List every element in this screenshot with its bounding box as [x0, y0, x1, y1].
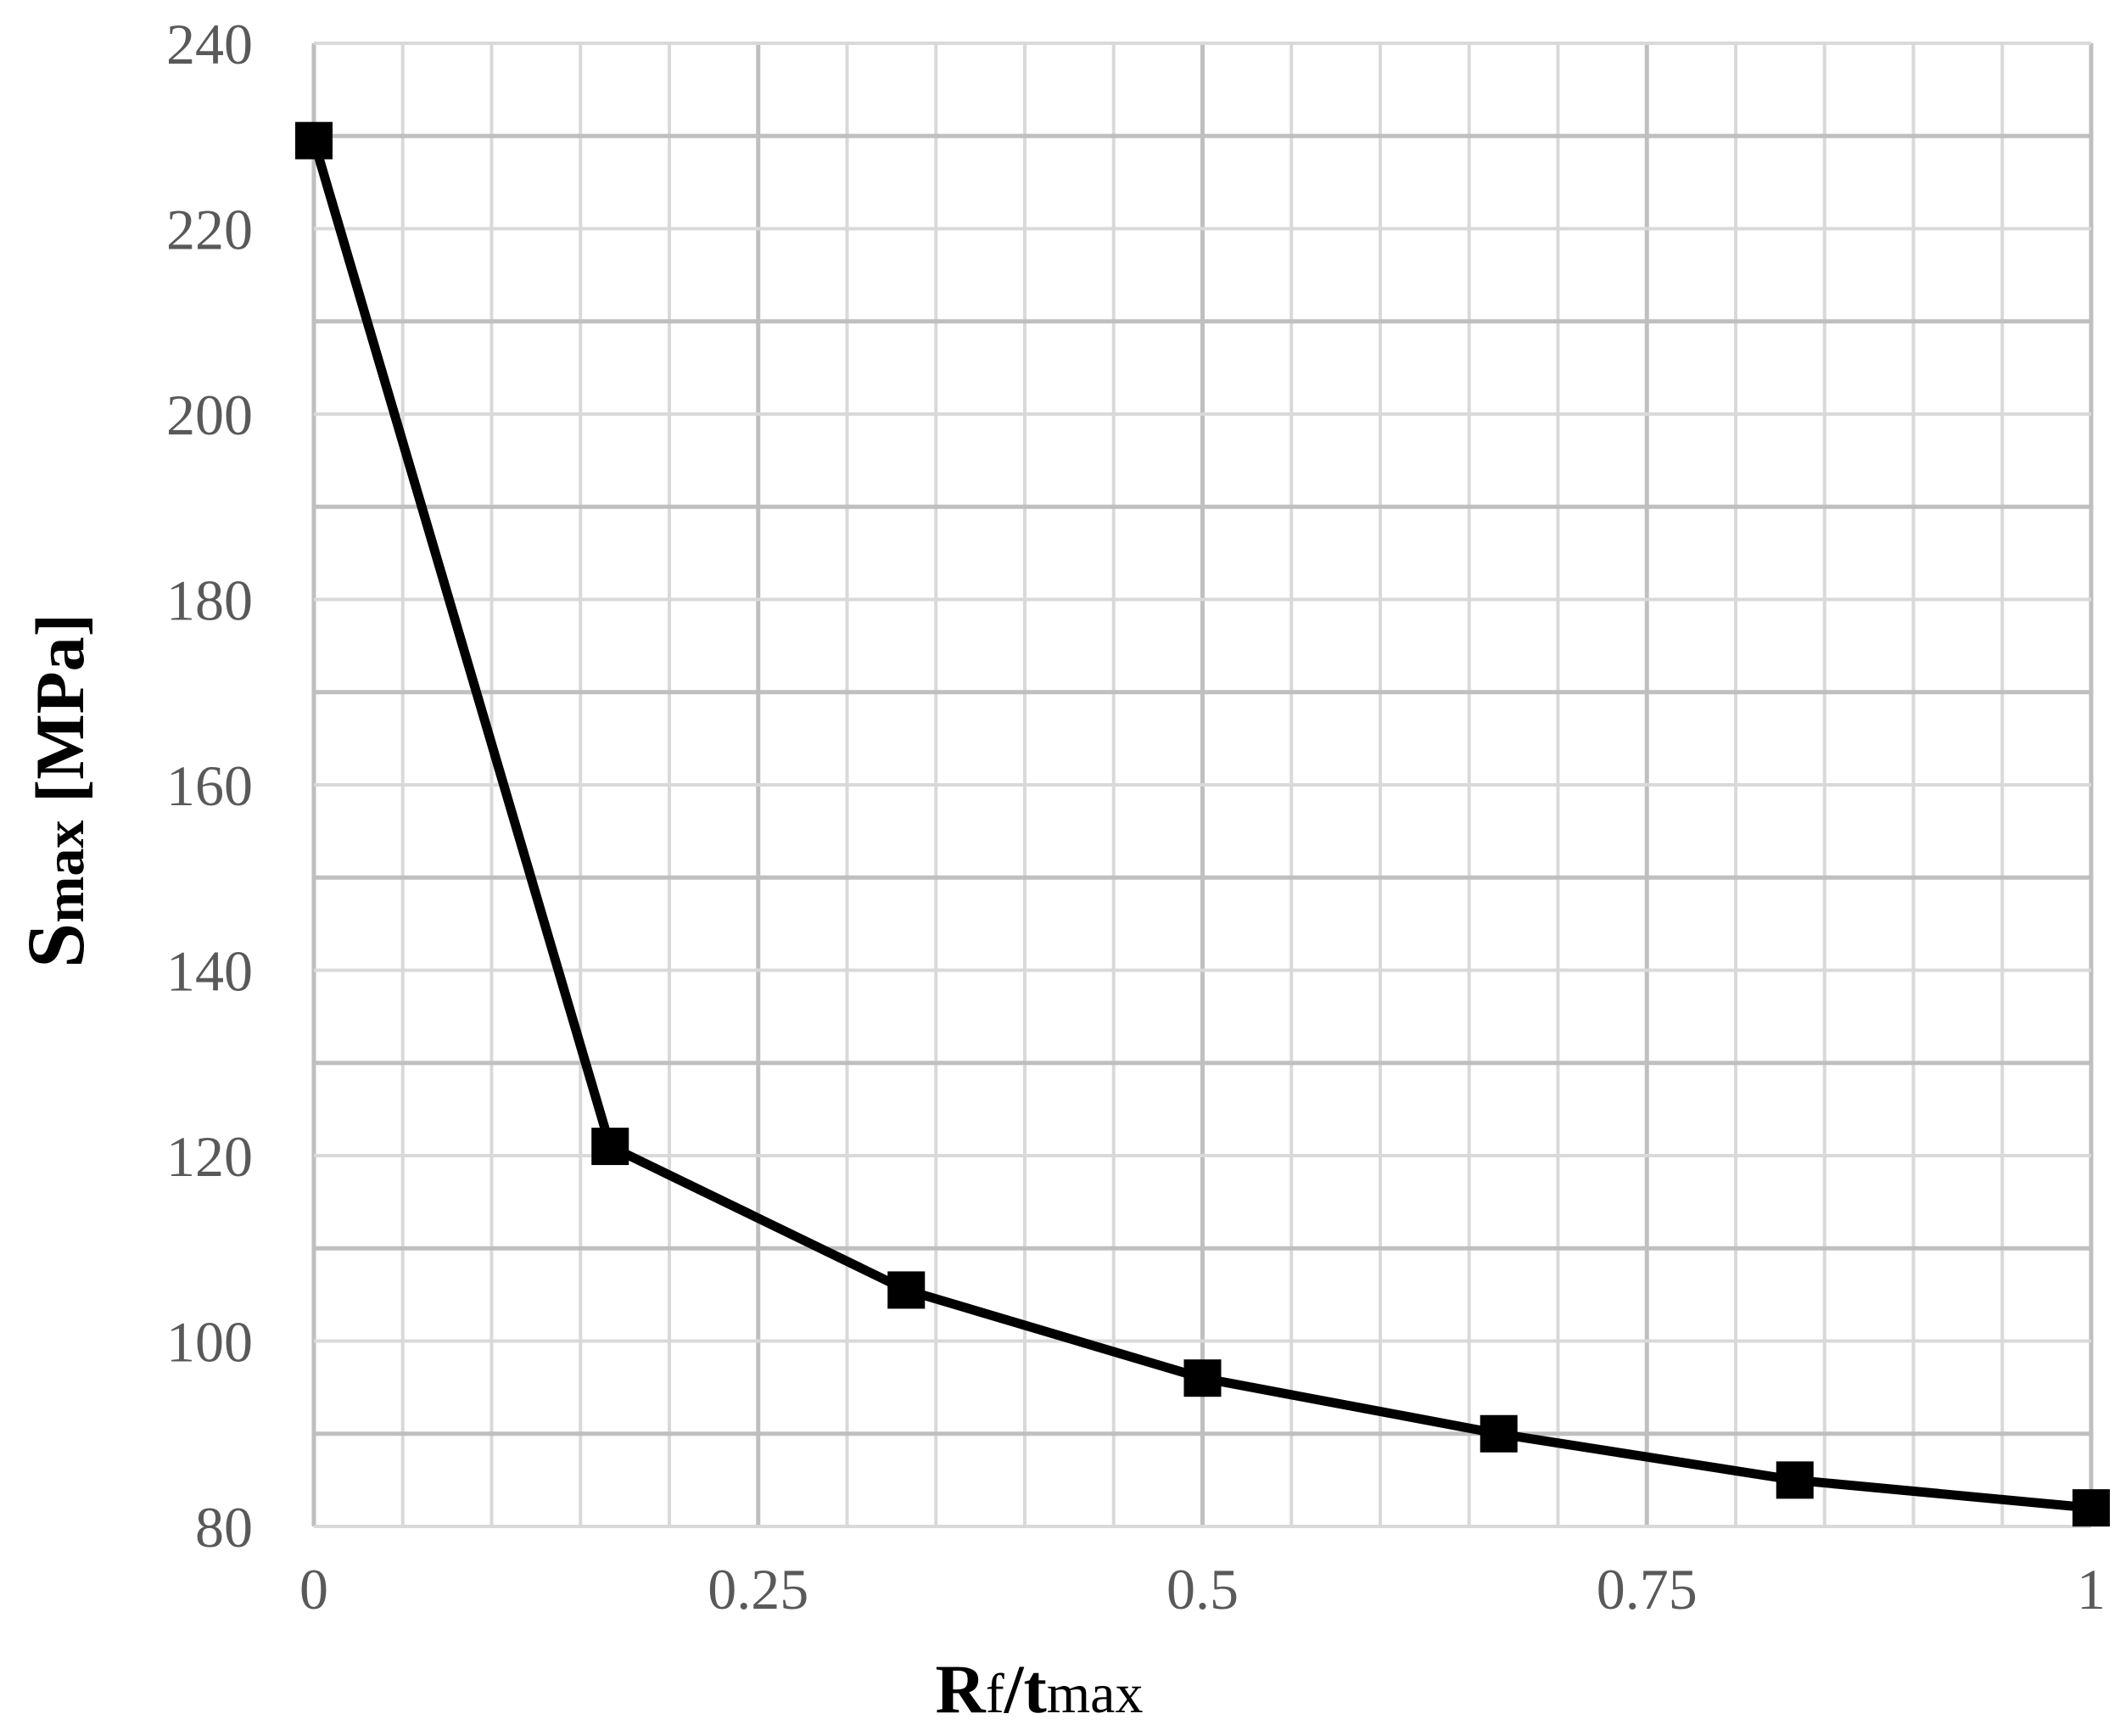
- x-tick-label: 0.25: [708, 1557, 808, 1621]
- data-point-marker: [591, 1128, 629, 1166]
- y-axis-title: Smax [MPa]: [10, 613, 101, 968]
- x-axis-title-main: R: [936, 1650, 987, 1728]
- y-tick-label: 180: [166, 568, 253, 633]
- y-axis-title-unit: [MPa]: [21, 613, 98, 820]
- x-axis-title-main2: t: [1024, 1650, 1047, 1728]
- data-point-marker: [1480, 1414, 1518, 1453]
- data-point-marker: [1776, 1461, 1814, 1499]
- y-tick-label: 140: [166, 939, 253, 1004]
- x-tick-label: 1: [2077, 1557, 2106, 1621]
- data-point-marker: [887, 1271, 926, 1309]
- y-tick-label: 220: [166, 198, 253, 262]
- data-point-marker: [2072, 1489, 2110, 1527]
- x-axis-tick-labels: 0 0.25 0.5 0.75 1: [299, 1557, 2106, 1621]
- y-tick-label: 240: [166, 12, 253, 76]
- x-tick-label: 0.5: [1166, 1557, 1239, 1621]
- data-point-marker: [1183, 1359, 1222, 1397]
- x-axis-title-sub1: f: [986, 1663, 1004, 1725]
- y-axis-title-sub: max: [34, 820, 96, 923]
- y-tick-label: 100: [166, 1310, 253, 1375]
- x-tick-label: 0: [299, 1557, 328, 1621]
- grid: [311, 42, 2094, 1528]
- x-tick-label: 0.75: [1597, 1557, 1698, 1621]
- y-tick-label: 160: [166, 753, 253, 818]
- y-axis-title-main: S: [10, 923, 101, 968]
- series-layer: [295, 121, 2110, 1527]
- x-axis-title-slash: /: [1004, 1650, 1025, 1728]
- y-tick-label: 200: [166, 383, 253, 447]
- x-axis-title-sub2: max: [1047, 1663, 1144, 1725]
- x-axis-title: Rf/tmax: [936, 1650, 1144, 1728]
- y-axis-tick-labels: 80 100 120 140 160 180 200 220 240: [166, 12, 253, 1560]
- y-tick-label: 120: [166, 1124, 253, 1189]
- y-tick-label: 80: [195, 1495, 253, 1560]
- data-point-marker: [295, 121, 333, 160]
